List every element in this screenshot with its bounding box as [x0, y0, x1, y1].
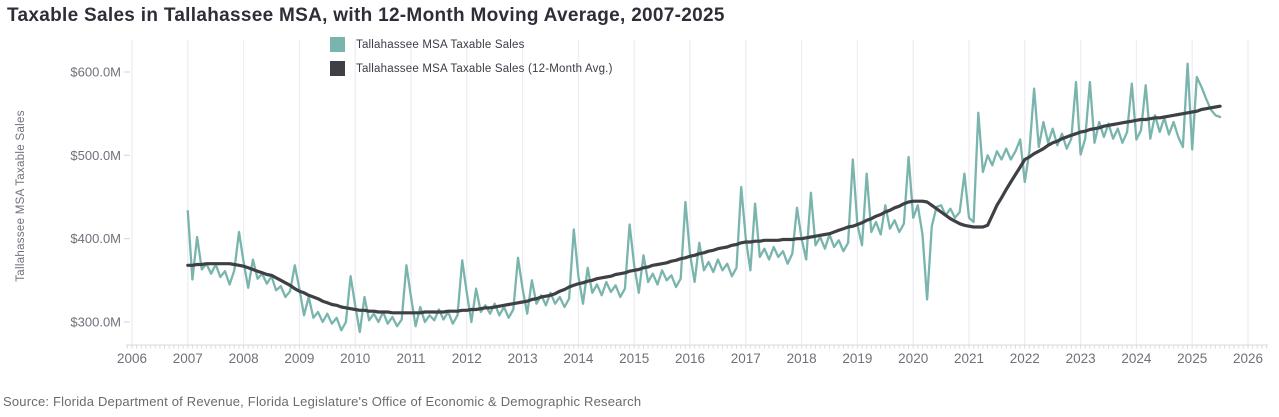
svg-text:$600.0M: $600.0M [70, 65, 121, 80]
svg-text:2007: 2007 [173, 351, 203, 366]
svg-text:2010: 2010 [340, 351, 370, 366]
svg-text:2006: 2006 [117, 351, 147, 366]
svg-text:2025: 2025 [1177, 351, 1207, 366]
legend-swatch-sales-icon [330, 37, 345, 52]
moving-average-line [186, 104, 1222, 315]
svg-text:2022: 2022 [1010, 351, 1040, 366]
legend: Tallahassee MSA Taxable Sales Tallahasse… [330, 37, 613, 76]
y-tick-labels: $300.0M $400.0M $500.0M $600.0M [70, 65, 130, 330]
svg-text:2021: 2021 [954, 351, 984, 366]
chart-title: Taxable Sales in Tallahassee MSA, with 1… [7, 5, 725, 26]
x-minor-ticks [126, 345, 1268, 349]
x-tick-labels: 2006 2007 2008 2009 2010 2011 2012 2013 2014 2015… [117, 351, 1263, 366]
svg-text:2024: 2024 [1121, 351, 1152, 366]
svg-text:2013: 2013 [508, 351, 538, 366]
svg-text:2009: 2009 [284, 351, 314, 366]
svg-text:$400.0M: $400.0M [70, 231, 121, 246]
svg-text:$300.0M: $300.0M [70, 315, 121, 330]
svg-text:2019: 2019 [842, 351, 872, 366]
svg-text:2015: 2015 [619, 351, 649, 366]
svg-text:2016: 2016 [675, 351, 705, 366]
svg-text:$500.0M: $500.0M [70, 148, 121, 163]
svg-text:2023: 2023 [1066, 351, 1096, 366]
legend-label-moving-avg: Tallahassee MSA Taxable Sales (12-Month … [356, 62, 613, 75]
svg-text:2018: 2018 [787, 351, 817, 366]
svg-text:2026: 2026 [1233, 351, 1263, 366]
source-note: Source: Florida Department of Revenue, F… [3, 394, 642, 409]
svg-text:2008: 2008 [229, 351, 259, 366]
svg-text:2011: 2011 [396, 351, 425, 366]
y-axis-title: Tallahassee MSA Taxable Sales [15, 110, 27, 282]
svg-text:2020: 2020 [898, 351, 928, 366]
svg-text:2017: 2017 [731, 351, 761, 366]
legend-label-sales: Tallahassee MSA Taxable Sales [356, 38, 525, 51]
legend-item-sales: Tallahassee MSA Taxable Sales [330, 37, 613, 52]
svg-text:2012: 2012 [452, 351, 482, 366]
sales-line [186, 62, 1222, 334]
legend-swatch-moving-avg-icon [330, 61, 345, 76]
year-gridlines [131, 40, 1249, 345]
legend-item-moving-avg: Tallahassee MSA Taxable Sales (12-Month … [330, 61, 613, 76]
svg-text:2014: 2014 [563, 351, 594, 366]
